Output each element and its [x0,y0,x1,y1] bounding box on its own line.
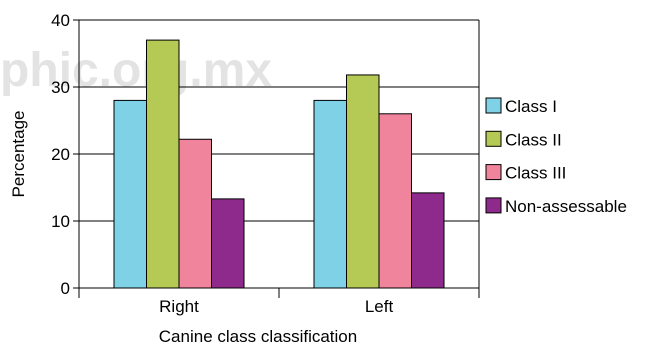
legend-label: Class I [505,97,557,116]
legend-swatch [485,97,502,114]
bar [113,99,147,289]
legend-label: Class II [505,130,562,149]
y-axis-label: Percentage [9,111,28,198]
bar [146,39,180,289]
bar [313,99,347,289]
bar [411,192,445,289]
legend-swatch [485,197,502,214]
bar [346,74,380,289]
x-tick-labels: Right Left [159,297,393,316]
y-tick-label: 40 [51,11,70,30]
bar [378,113,412,289]
y-tick-labels: 0 10 20 30 40 [51,11,70,298]
x-axis-label: Canine class classification [159,327,357,346]
bar-group [113,39,445,289]
watermark-text: phic.org.mx [0,44,272,97]
legend-label: Class III [505,164,566,183]
bar [178,138,212,289]
legend-label: Non-assessable [505,197,627,216]
y-tick-label: 0 [61,279,70,298]
y-tick-label: 10 [51,212,70,231]
y-tick-label: 30 [51,78,70,97]
axes [73,19,480,298]
legend-swatch [485,164,502,181]
legend-swatch [485,130,502,147]
bar [211,198,245,289]
x-tick-label: Right [159,297,199,316]
x-tick-label: Left [365,297,394,316]
y-tick-label: 20 [51,145,70,164]
legend: Class I Class II Class III Non-assessable [485,97,627,216]
